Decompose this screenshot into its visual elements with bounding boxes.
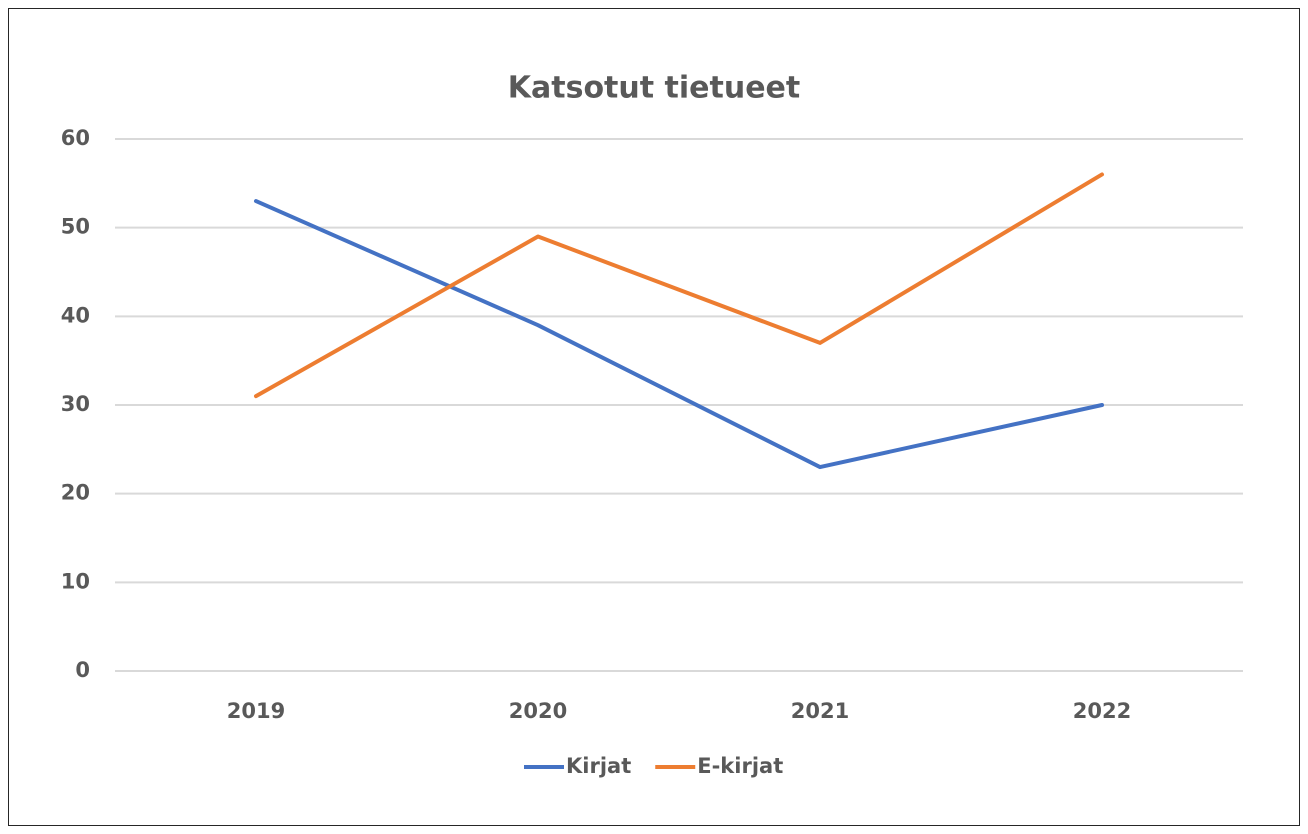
legend-label: Kirjat — [566, 754, 631, 778]
x-tick-label: 2020 — [509, 699, 567, 723]
series-line — [254, 172, 1104, 399]
legend-label: E-kirjat — [697, 754, 783, 778]
y-tick-label: 50 — [61, 215, 90, 239]
chart-frame — [8, 8, 1300, 826]
x-tick-label: 2019 — [227, 699, 285, 723]
x-tick-label: 2021 — [791, 699, 849, 723]
y-tick-label: 60 — [61, 126, 90, 150]
y-tick-label: 40 — [61, 303, 90, 327]
y-tick-label: 0 — [75, 658, 90, 682]
series-line — [254, 199, 1104, 470]
y-tick-label: 30 — [61, 392, 90, 416]
y-tick-label: 20 — [61, 481, 90, 505]
x-tick-label: 2022 — [1073, 699, 1131, 723]
y-tick-label: 10 — [61, 569, 90, 593]
chart-title: Katsotut tietueet — [508, 71, 801, 106]
